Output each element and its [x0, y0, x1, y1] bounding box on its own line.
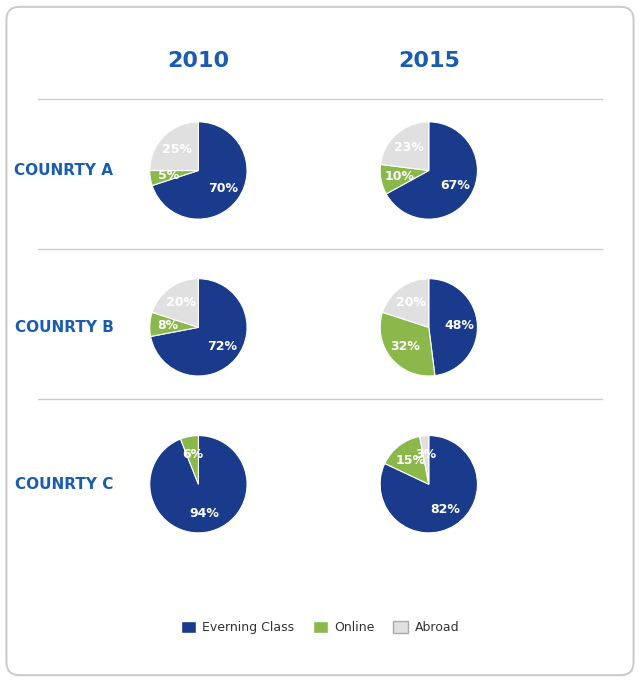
- Text: 10%: 10%: [384, 170, 414, 183]
- Text: 5%: 5%: [158, 168, 179, 181]
- Wedge shape: [380, 164, 429, 194]
- Wedge shape: [386, 122, 477, 219]
- Text: 20%: 20%: [396, 297, 426, 310]
- Wedge shape: [150, 279, 247, 376]
- Text: 25%: 25%: [162, 143, 192, 155]
- Text: 67%: 67%: [440, 179, 470, 192]
- Text: 3%: 3%: [415, 447, 436, 461]
- Wedge shape: [381, 122, 429, 170]
- Text: 23%: 23%: [394, 141, 424, 154]
- Text: 2010: 2010: [167, 51, 230, 72]
- Text: 20%: 20%: [166, 297, 196, 310]
- Text: 48%: 48%: [444, 319, 474, 332]
- Text: 70%: 70%: [208, 181, 238, 195]
- Text: 2015: 2015: [398, 51, 460, 72]
- Text: COUNRTY B: COUNRTY B: [15, 320, 113, 335]
- FancyBboxPatch shape: [6, 7, 634, 675]
- Wedge shape: [152, 122, 247, 219]
- Wedge shape: [380, 436, 477, 533]
- Wedge shape: [429, 279, 477, 376]
- Wedge shape: [150, 436, 247, 533]
- Wedge shape: [150, 170, 198, 186]
- Wedge shape: [385, 436, 429, 484]
- Text: 8%: 8%: [157, 319, 179, 332]
- Wedge shape: [420, 436, 429, 484]
- Text: 32%: 32%: [390, 340, 420, 353]
- Legend: Everning Class, Online, Abroad: Everning Class, Online, Abroad: [176, 616, 464, 639]
- Wedge shape: [152, 279, 198, 327]
- Wedge shape: [150, 122, 198, 170]
- Text: 15%: 15%: [396, 454, 426, 467]
- Text: 82%: 82%: [430, 503, 460, 516]
- Text: 6%: 6%: [182, 448, 204, 461]
- Text: COUNRTY A: COUNRTY A: [15, 163, 113, 178]
- Text: COUNRTY C: COUNRTY C: [15, 477, 113, 492]
- Wedge shape: [383, 279, 429, 327]
- Wedge shape: [380, 312, 435, 376]
- Text: 94%: 94%: [189, 507, 219, 520]
- Wedge shape: [180, 436, 198, 484]
- Wedge shape: [150, 312, 198, 336]
- Text: 72%: 72%: [207, 340, 237, 353]
